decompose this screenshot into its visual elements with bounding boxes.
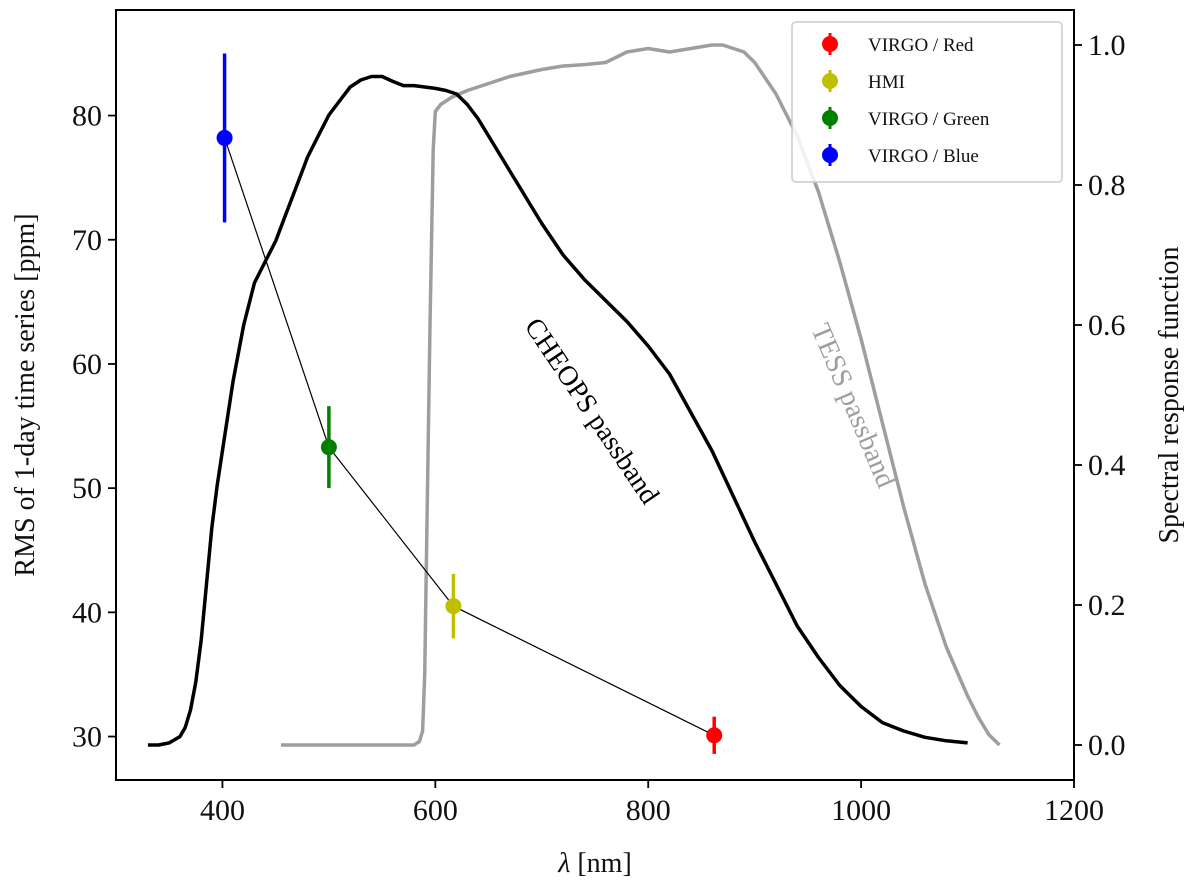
y-right-tick-label: 0.8 [1088, 169, 1126, 202]
legend-label-virgo-red: VIRGO / Red [868, 35, 974, 56]
legend-marker-virgo-red [822, 36, 838, 52]
y-right-tick-label: 0.6 [1088, 309, 1126, 342]
y-left-tick-label: 80 [72, 100, 102, 133]
cheops-passband-line [147, 74, 968, 747]
x-tick-label: 800 [626, 794, 671, 827]
y-left-tick-label: 70 [72, 224, 102, 257]
legend-label-hmi: HMI [868, 72, 905, 93]
y-right-tick-label: 1.0 [1088, 29, 1126, 62]
point-virgo-red [706, 727, 723, 744]
legend: VIRGO / Red HMI VIRGO / Green VIRGO / Blue [791, 21, 1063, 183]
y-left-tick-label: 30 [72, 721, 102, 754]
legend-marker-hmi [822, 73, 838, 89]
y-left-axis-title: RMS of 1-day time series [ppm] [10, 213, 41, 576]
legend-label-virgo-blue: VIRGO / Blue [868, 146, 979, 167]
y-right-tick-label: 0.0 [1088, 729, 1126, 762]
x-axis-ticks: 400 600 800 1000 1200 [200, 780, 1104, 827]
y-right-tick-label: 0.4 [1088, 449, 1126, 482]
y-left-tick-label: 60 [72, 348, 102, 381]
y-left-axis-ticks: 30 40 50 60 70 80 [72, 100, 116, 754]
point-hmi [445, 598, 462, 615]
x-tick-label: 1000 [831, 794, 891, 827]
y-right-axis-title: Spectral response function [1154, 246, 1185, 543]
x-axis-title: λ [nm] [557, 848, 632, 879]
legend-label-virgo-green: VIRGO / Green [868, 109, 990, 130]
passband-curves [147, 43, 1001, 747]
legend-marker-virgo-blue [822, 147, 838, 163]
rms-connecting-line [224, 137, 715, 736]
rms-series [216, 53, 723, 754]
legend-box [791, 21, 1063, 183]
y-right-axis-ticks: 0.0 0.2 0.4 0.6 0.8 1.0 [1074, 29, 1126, 762]
point-virgo-blue [216, 129, 233, 146]
y-left-tick-label: 40 [72, 596, 102, 629]
x-tick-label: 400 [200, 794, 245, 827]
x-tick-label: 1200 [1044, 794, 1104, 827]
plot-frame [115, 9, 1075, 781]
x-tick-label: 600 [413, 794, 458, 827]
tess-passband-line [281, 43, 1001, 747]
y-left-tick-label: 50 [72, 472, 102, 505]
y-right-tick-label: 0.2 [1088, 589, 1126, 622]
x-axis-symbol: λ [557, 848, 570, 879]
point-virgo-green [320, 439, 337, 456]
legend-marker-virgo-green [822, 110, 838, 126]
x-axis-unit: [nm] [570, 848, 631, 879]
